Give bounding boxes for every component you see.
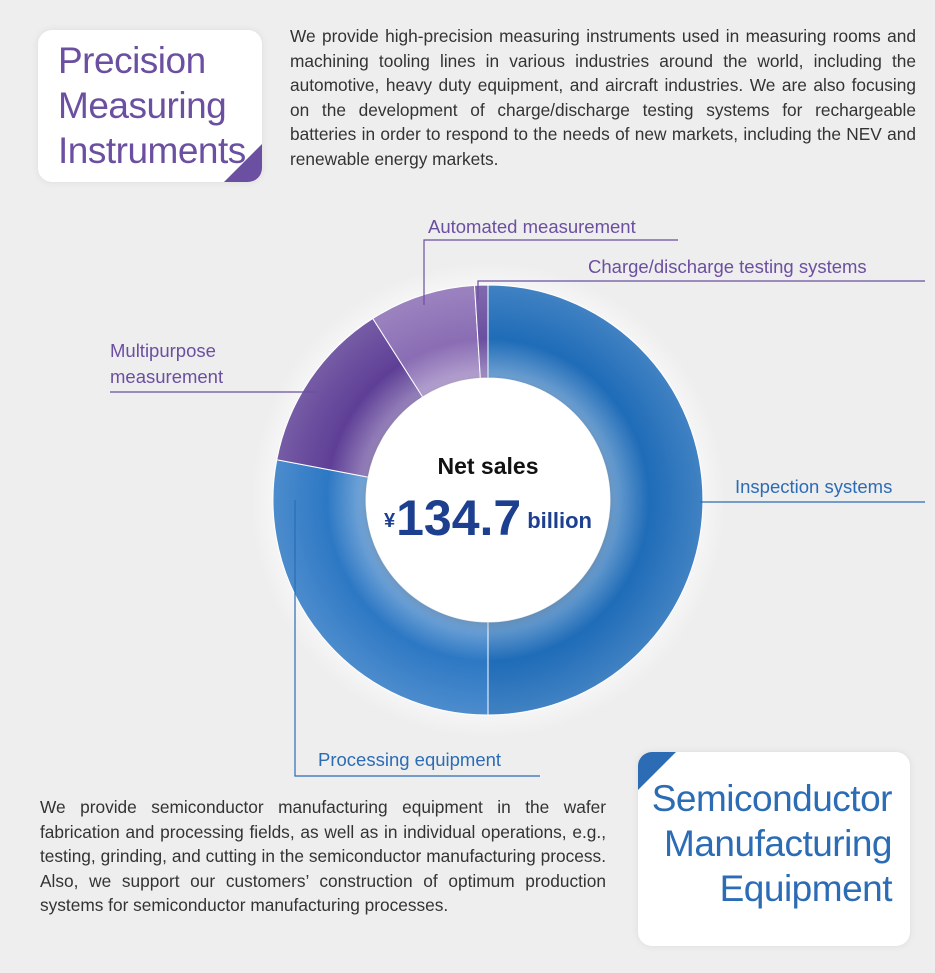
corner-triangle — [638, 752, 676, 790]
leaders — [110, 239, 925, 777]
title-line: Measuring — [58, 85, 227, 126]
title-line: Equipment — [719, 868, 893, 909]
title-line: Manufacturing — [664, 823, 892, 864]
unit: billion — [527, 508, 592, 533]
title-line: Semiconductor — [651, 778, 893, 819]
center-total: ¥134.7 billion — [384, 490, 592, 546]
section-title: Precision Measuring Instruments — [58, 38, 246, 173]
currency: ¥ — [384, 510, 396, 532]
total-value: 134.7 — [396, 490, 521, 546]
section-title: Semiconductor Manufacturing Equipment — [651, 776, 893, 911]
donut-hole — [366, 378, 610, 622]
leader-line — [294, 500, 540, 777]
segment-label: Charge/discharge testing systems — [588, 256, 867, 277]
segment-label: Processing equipment — [318, 749, 502, 770]
section-text: We provide semiconductor manufacturing e… — [40, 797, 606, 916]
center-label: Net sales — [437, 453, 538, 479]
leader-line — [423, 239, 678, 305]
title-line: Precision — [58, 40, 206, 81]
section-text: We provide high-precision measuring inst… — [290, 26, 916, 169]
top-title-box: Precision Measuring Instruments — [38, 30, 262, 182]
bottom-title-box: Semiconductor Manufacturing Equipment — [638, 752, 910, 946]
segment-label: Multipurpose measurement — [110, 340, 224, 387]
title-line: Instruments — [58, 130, 246, 171]
leader-line — [477, 280, 925, 300]
segment-label: Automated measurement — [428, 216, 636, 237]
corner-triangle — [224, 144, 262, 182]
segment-label: Inspection systems — [735, 476, 893, 497]
